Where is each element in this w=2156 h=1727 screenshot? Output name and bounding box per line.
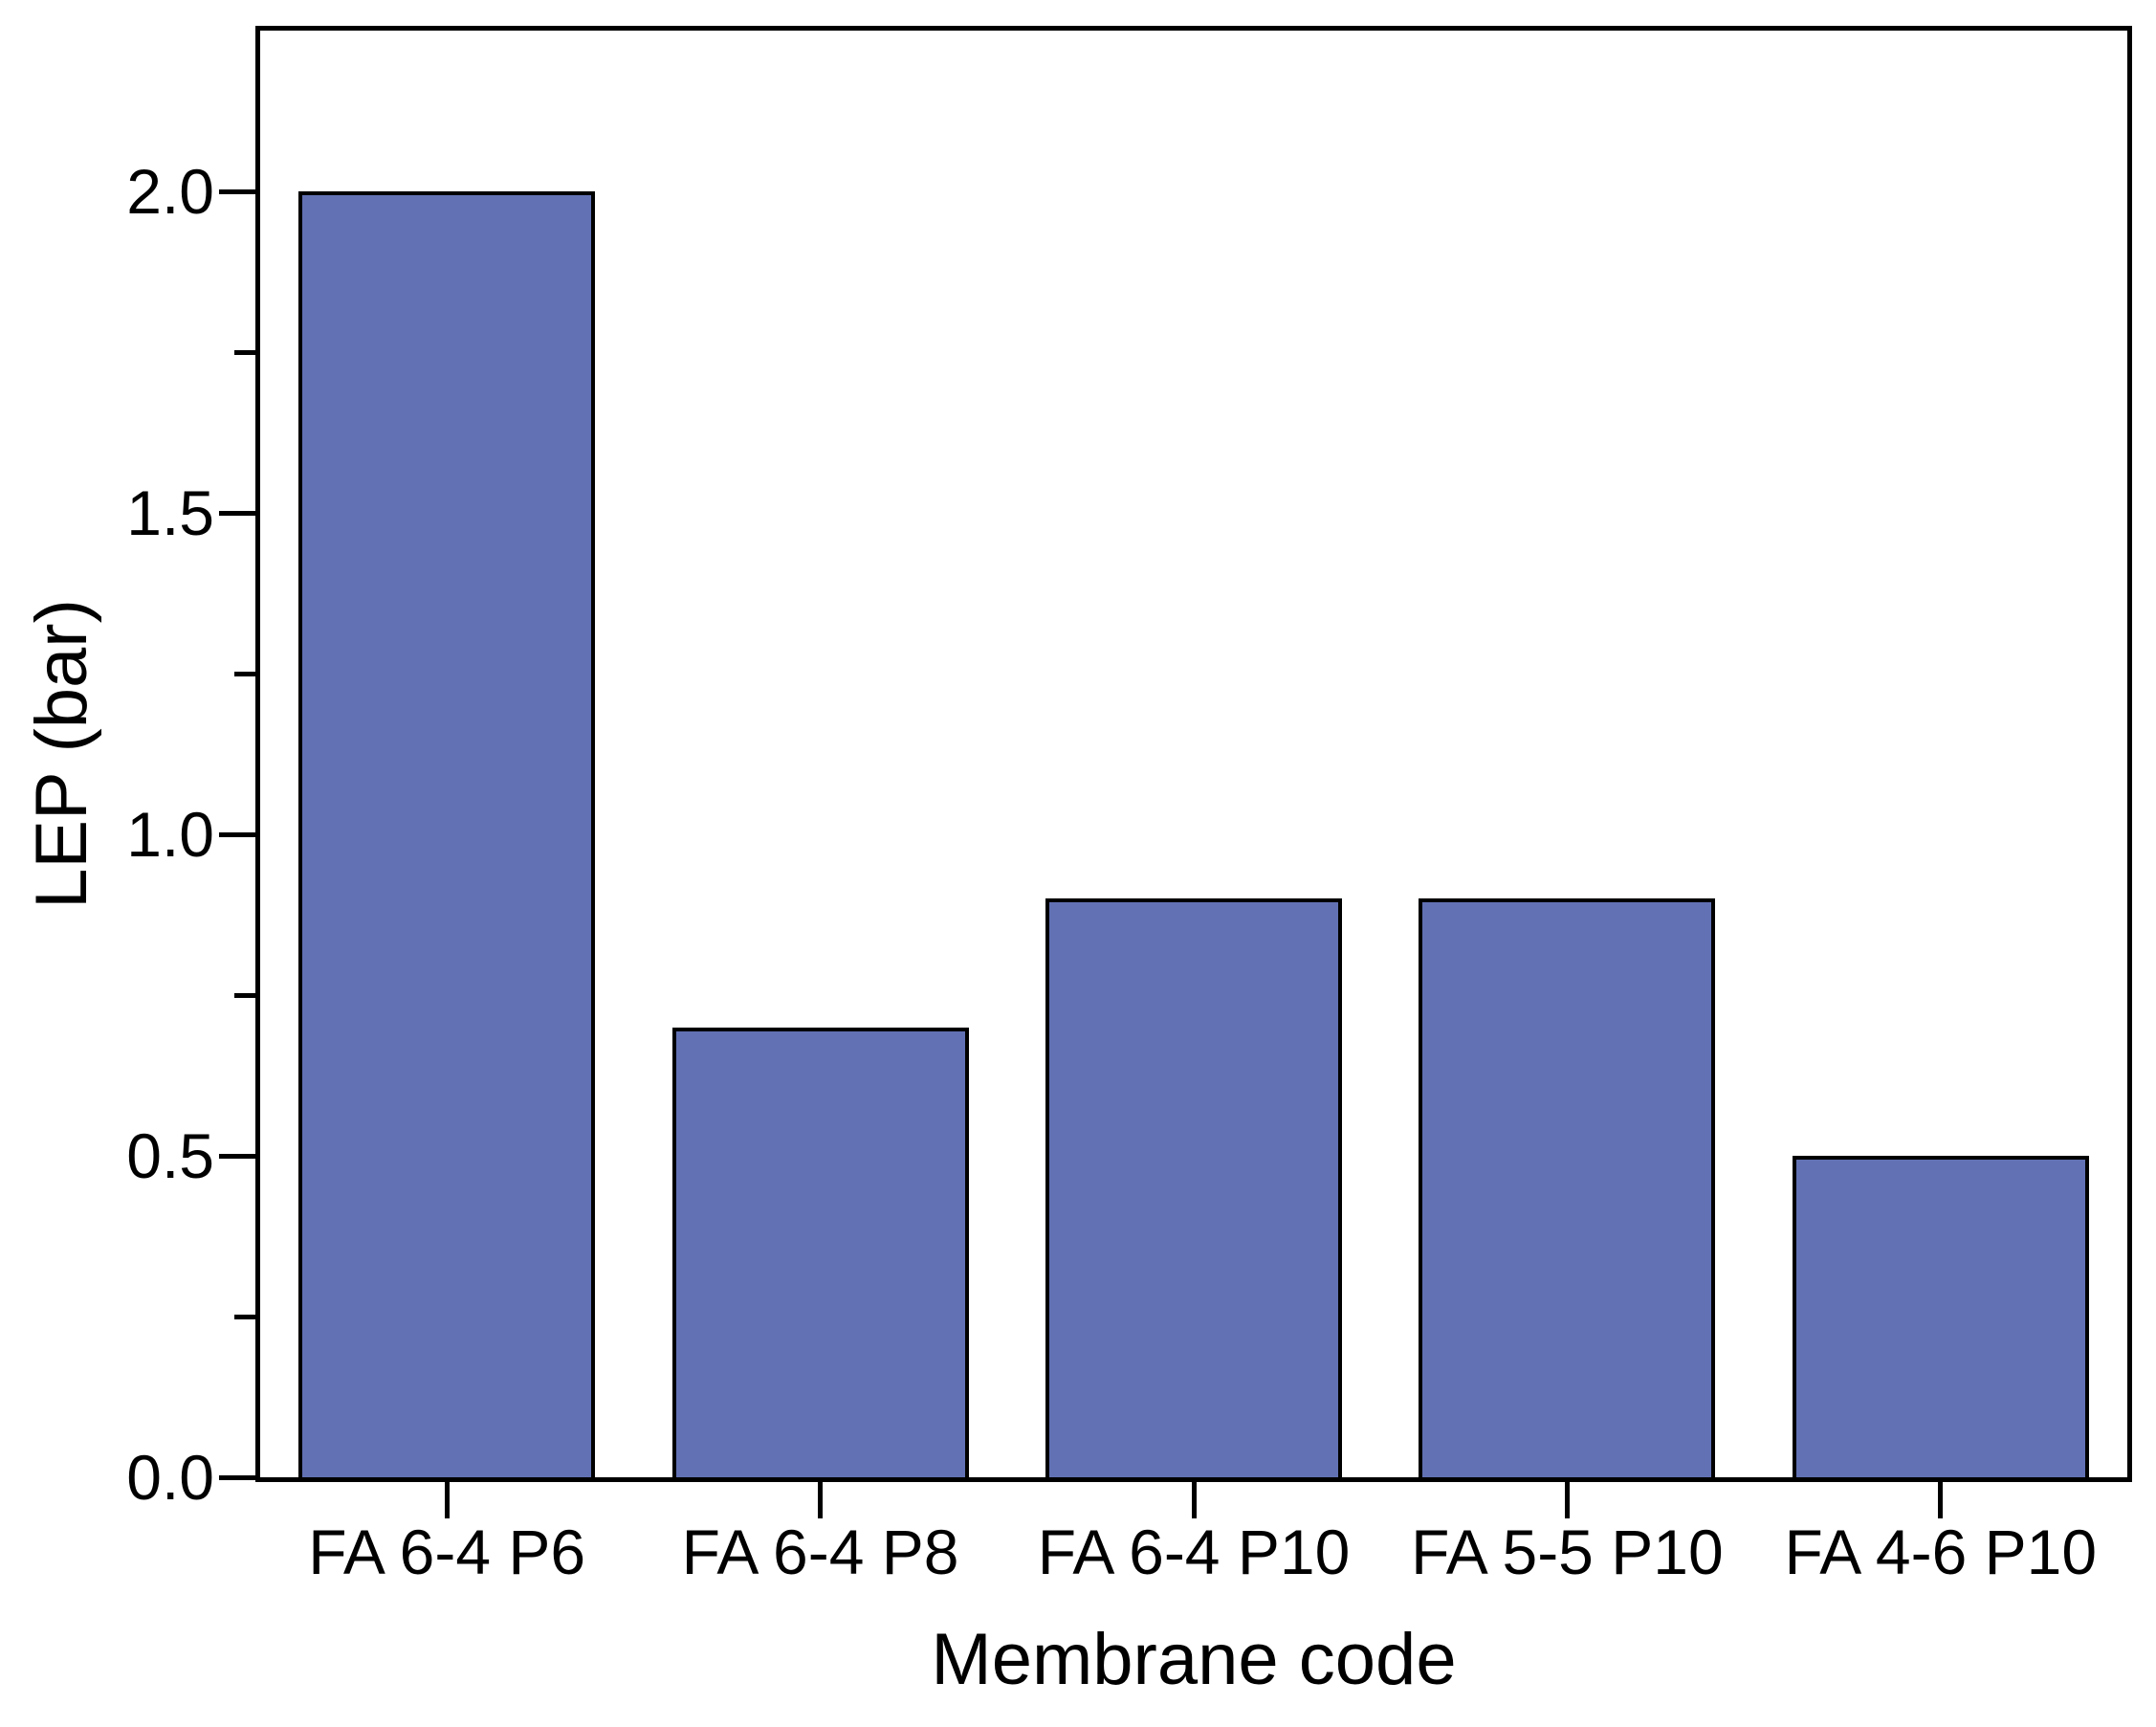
plot-area [255, 26, 2132, 1482]
y-tick-label: 2.0 [126, 156, 214, 227]
x-major-tick [1938, 1482, 1944, 1518]
y-major-tick [219, 188, 255, 194]
y-major-tick [219, 510, 255, 516]
y-major-tick [219, 1474, 255, 1480]
x-major-tick [1191, 1482, 1197, 1518]
bars-layer [260, 31, 2127, 1477]
y-tick-label: 1.0 [126, 799, 214, 870]
y-tick-label: 1.5 [126, 477, 214, 548]
bar [671, 1027, 969, 1477]
y-minor-tick [234, 671, 255, 676]
bar [1045, 898, 1342, 1477]
x-tick-label: FA 6-4 P6 [308, 1517, 586, 1587]
y-minor-tick [234, 349, 255, 355]
x-tick-label: FA 4-6 P10 [1784, 1517, 2098, 1587]
y-minor-tick [234, 1314, 255, 1319]
y-tick-label: 0.0 [126, 1442, 214, 1513]
bar [298, 191, 596, 1477]
x-major-tick [818, 1482, 824, 1518]
x-tick-label: FA 5-5 P10 [1411, 1517, 1724, 1587]
x-major-tick [1564, 1482, 1570, 1518]
bar [1792, 1156, 2089, 1477]
x-tick-label: FA 6-4 P10 [1037, 1517, 1351, 1587]
x-axis-title: Membrane code [931, 1619, 1457, 1700]
x-major-tick [444, 1482, 450, 1518]
y-major-tick [219, 1153, 255, 1159]
y-major-tick [219, 831, 255, 837]
y-tick-label: 0.5 [126, 1120, 214, 1191]
y-minor-tick [234, 992, 255, 998]
bar [1419, 898, 1716, 1477]
y-axis-title: LEP (bar) [21, 599, 102, 909]
x-tick-label: FA 6-4 P8 [681, 1517, 959, 1587]
